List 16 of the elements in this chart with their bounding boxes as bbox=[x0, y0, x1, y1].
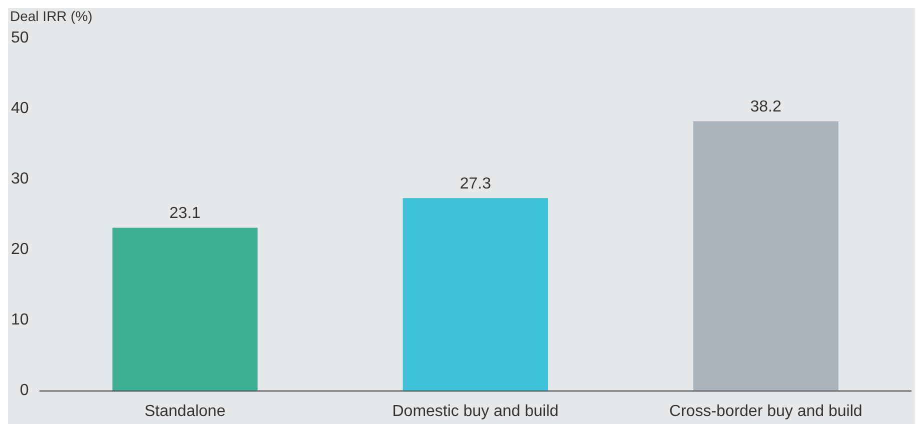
data-label: 23.1 bbox=[169, 205, 201, 222]
y-tick-label: 20 bbox=[11, 241, 29, 258]
y-tick-label: 40 bbox=[11, 100, 29, 117]
x-tick-label: Domestic buy and build bbox=[392, 402, 559, 420]
y-tick-label: 10 bbox=[11, 312, 29, 329]
y-tick-label: 0 bbox=[20, 382, 29, 400]
x-tick-label: Cross-border buy and build bbox=[669, 402, 862, 420]
bar bbox=[693, 121, 838, 391]
y-axis-title: Deal IRR (%) bbox=[10, 8, 92, 24]
data-label: 27.3 bbox=[460, 176, 492, 193]
y-tick-label: 30 bbox=[11, 170, 29, 188]
y-tick-label: 50 bbox=[11, 29, 29, 46]
data-label: 38.2 bbox=[750, 98, 782, 116]
bar bbox=[402, 198, 548, 391]
bar bbox=[112, 228, 258, 391]
x-tick-label: Standalone bbox=[144, 402, 226, 420]
